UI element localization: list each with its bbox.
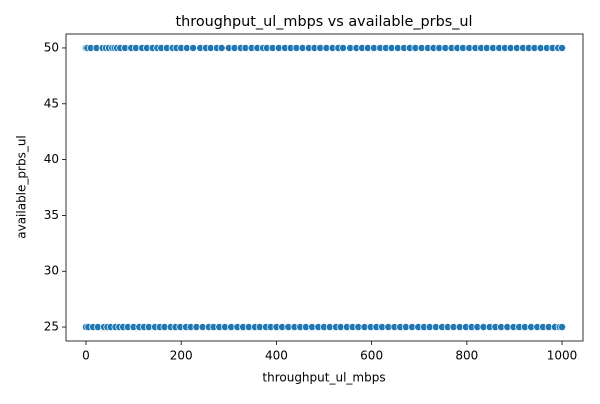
plot-frame (65, 33, 584, 342)
y-tick-label: 45 (44, 96, 59, 110)
y-tick-label: 40 (44, 152, 59, 166)
point (558, 44, 567, 52)
y-tick-label: 35 (44, 208, 59, 222)
y-axis-label: available_prbs_ul (15, 135, 29, 239)
y-tick-label: 25 (44, 320, 59, 334)
x-tick-label: 600 (360, 349, 383, 363)
x-tick-label: 400 (265, 349, 288, 363)
x-tick-label: 800 (455, 349, 478, 363)
point (558, 323, 567, 331)
chart-title: throughput_ul_mbps vs available_prbs_ul (175, 14, 472, 30)
y-tick-label: 50 (44, 40, 59, 54)
x-tick-label: 1000 (547, 349, 578, 363)
point (217, 44, 226, 52)
x-tick-label: 200 (170, 349, 193, 363)
x-axis-label: throughput_ul_mbps (262, 371, 385, 385)
point (189, 44, 198, 52)
x-tick-label: 0 (82, 349, 90, 363)
y-tick-label: 30 (44, 264, 59, 278)
point (339, 44, 348, 52)
